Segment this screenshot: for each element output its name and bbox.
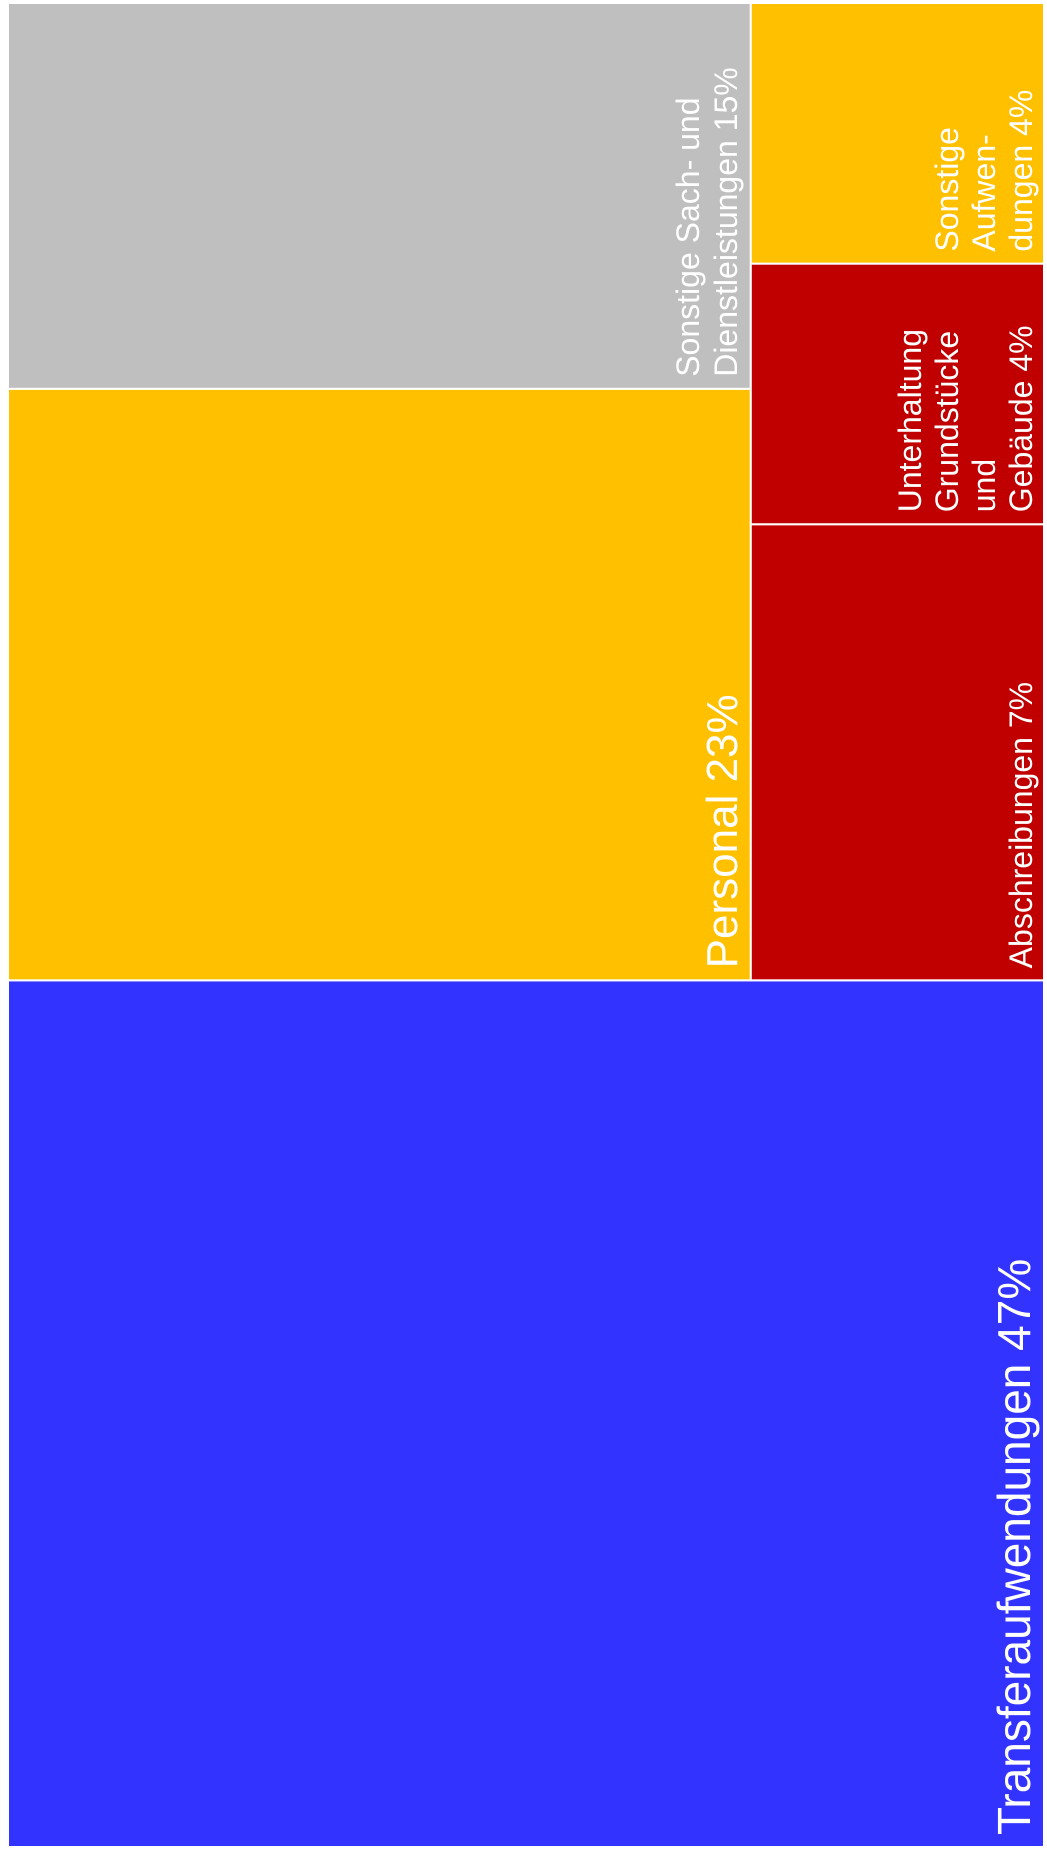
tile-label-transfer: Transferaufwendungen 47% [988,1259,1040,1835]
tile-rect-sonstige-aufwendungen [749,2,1046,265]
tile-label-line: Abschreibungen 7% [1003,682,1039,968]
tile-label-line: Aufwen- [966,134,1002,251]
tile-rect-transfer [7,979,1045,1848]
tile-label-line: und [966,459,1002,512]
tile-abschreibungen: Abschreibungen 7% [749,523,1046,982]
tile-label-personal: Personal 23% [698,694,747,968]
tile-label-line: Transferaufwendungen 47% [988,1259,1040,1835]
tile-label-line: Personal 23% [698,694,747,968]
tile-label-line: dungen 4% [1003,90,1039,252]
tile-rect-abschreibungen [749,523,1046,982]
tile-rect-unterhaltung [749,262,1046,526]
tile-rect-sach [7,2,752,390]
tile-rect-personal [7,387,752,982]
tile-label-line: Sonstige [929,127,965,252]
tile-personal: Personal 23% [7,387,752,982]
tile-label-abschreibungen: Abschreibungen 7% [1003,682,1039,968]
tile-label-line: Dienstleistungen 15% [708,67,744,377]
tile-label-line: Sonstige Sach- und [670,97,706,376]
tile-label-sonstige-aufwendungen: SonstigeAufwen-dungen 4% [929,90,1039,252]
tile-unterhaltung: UnterhaltungGrundstückeundGebäude 4% [749,262,1046,526]
tile-sach: Sonstige Sach- undDienstleistungen 15% [7,2,752,390]
tile-label-unterhaltung: UnterhaltungGrundstückeundGebäude 4% [892,325,1039,512]
tile-transfer: Transferaufwendungen 47% [7,979,1045,1848]
tile-sonstige-aufwendungen: SonstigeAufwen-dungen 4% [749,2,1046,265]
tile-label-line: Grundstücke [929,331,965,512]
tile-label-line: Gebäude 4% [1003,325,1039,512]
tile-label-sach: Sonstige Sach- undDienstleistungen 15% [670,67,744,377]
tile-label-line: Unterhaltung [892,329,928,512]
